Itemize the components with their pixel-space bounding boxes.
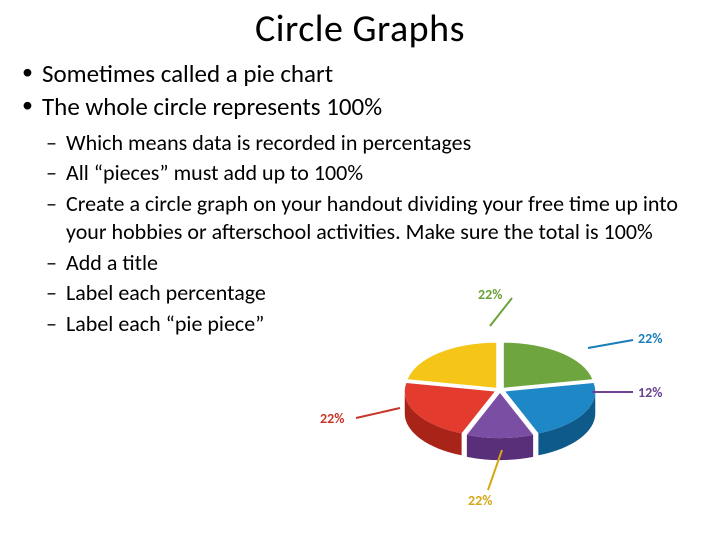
bullet-item: The whole circle represents 100%: [18, 91, 700, 122]
bullet-sub-item: Which means data is recorded in percenta…: [18, 129, 700, 158]
bullet-sub-item: All “pieces” must add up to 100%: [18, 159, 700, 188]
pie-chart-svg: [320, 290, 680, 530]
pie-slice-label: 22%: [468, 492, 492, 509]
pie-slice-label: 22%: [638, 330, 662, 347]
bullet-item: Sometimes called a pie chart: [18, 58, 700, 89]
bullet-sub-item: Create a circle graph on your handout di…: [18, 190, 700, 247]
pie-slice-label: 12%: [638, 384, 662, 401]
page-title: Circle Graphs: [0, 0, 720, 58]
pie-slice-label: 22%: [320, 410, 344, 427]
bullet-list-level1: Sometimes called a pie chart The whole c…: [18, 58, 700, 123]
bullet-sub-item: Add a title: [18, 249, 700, 278]
pie-slice-label: 22%: [478, 286, 502, 303]
pie-chart: 22%22%12%22%22%: [320, 290, 680, 530]
